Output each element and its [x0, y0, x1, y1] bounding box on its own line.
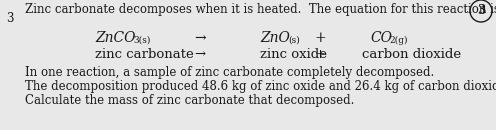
- Text: ZnCO: ZnCO: [95, 31, 135, 45]
- Text: zinc oxide: zinc oxide: [260, 48, 327, 61]
- Text: zinc carbonate: zinc carbonate: [95, 48, 194, 61]
- Text: The decomposition produced 48.6 kg of zinc oxide and 26.4 kg of carbon dioxide.: The decomposition produced 48.6 kg of zi…: [25, 80, 496, 93]
- Text: CO: CO: [370, 31, 392, 45]
- Text: 2(g): 2(g): [389, 36, 408, 45]
- Text: In one reaction, a sample of zinc carbonate completely decomposed.: In one reaction, a sample of zinc carbon…: [25, 66, 434, 79]
- Text: →: →: [194, 48, 205, 61]
- Text: ZnO: ZnO: [260, 31, 290, 45]
- Text: (s): (s): [288, 36, 300, 45]
- Text: 3: 3: [6, 12, 13, 25]
- Text: →: →: [194, 31, 206, 45]
- Text: Calculate the mass of zinc carbonate that decomposed.: Calculate the mass of zinc carbonate tha…: [25, 94, 354, 107]
- Text: +: +: [314, 31, 326, 45]
- Text: Zinc carbonate decomposes when it is heated.  The equation for this reaction is:: Zinc carbonate decomposes when it is hea…: [25, 3, 496, 16]
- Text: 3: 3: [477, 5, 485, 18]
- Text: +: +: [314, 48, 325, 61]
- Text: 3(s): 3(s): [133, 36, 150, 45]
- Text: carbon dioxide: carbon dioxide: [362, 48, 461, 61]
